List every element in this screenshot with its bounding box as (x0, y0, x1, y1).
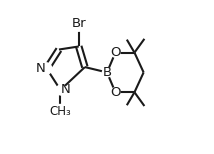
Circle shape (54, 104, 67, 118)
Text: O: O (110, 86, 121, 99)
Circle shape (111, 88, 120, 97)
Text: N: N (61, 83, 71, 96)
Circle shape (71, 16, 86, 31)
Circle shape (103, 68, 111, 77)
Text: Br: Br (71, 17, 86, 30)
Text: CH₃: CH₃ (50, 105, 71, 118)
Text: B: B (103, 66, 111, 79)
Text: N: N (36, 62, 46, 75)
Circle shape (56, 85, 66, 95)
Text: O: O (110, 46, 121, 59)
Circle shape (111, 48, 120, 57)
Circle shape (40, 63, 52, 74)
